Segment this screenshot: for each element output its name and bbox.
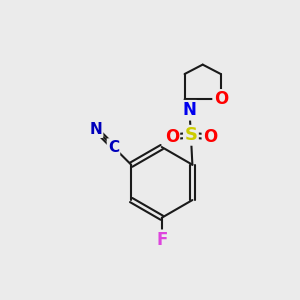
Text: F: F [156, 231, 167, 249]
Text: S: S [184, 126, 197, 144]
Text: N: N [89, 122, 102, 137]
Text: C: C [108, 140, 119, 154]
Text: O: O [203, 128, 217, 146]
Text: O: O [165, 128, 179, 146]
Text: O: O [214, 90, 228, 108]
Text: N: N [182, 101, 197, 119]
